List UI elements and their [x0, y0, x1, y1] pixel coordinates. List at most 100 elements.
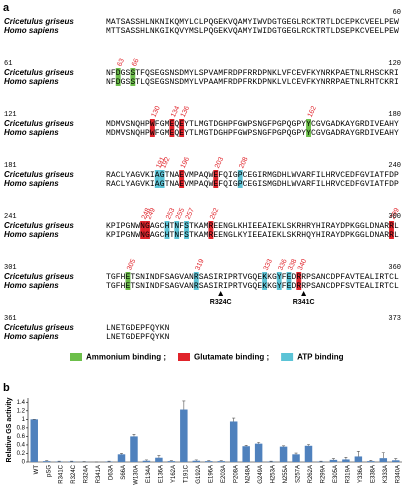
site-highlight — [179, 170, 185, 188]
site-highlight — [208, 221, 214, 239]
site-label: 134 — [170, 105, 181, 119]
x-tick-label: E203A — [221, 465, 227, 483]
x-tick-label: E196A — [208, 465, 214, 483]
species-name: Homo sapiens — [4, 128, 59, 137]
y-tick-label: 0.8 — [17, 425, 26, 431]
x-tick-label: D63A — [109, 465, 115, 480]
site-label: 248 — [141, 207, 152, 221]
sequence: KPIPGNWNGAGCHTNFSTKAMREENGLKYIEEAIEKLSKR… — [106, 231, 399, 240]
error-bar — [381, 452, 385, 459]
error-bar — [307, 444, 310, 446]
site-highlight — [286, 272, 292, 290]
site-highlight — [154, 170, 160, 188]
error-bar — [356, 451, 360, 457]
sequence: MDMVSNQHPWFGMEQEYTLMGTDGHPFGWPSNGFPGPQGP… — [106, 129, 399, 138]
bar — [392, 460, 400, 462]
site-highlight — [140, 221, 146, 239]
x-tick-label: Y162A — [171, 465, 177, 483]
error-bar — [294, 452, 298, 455]
site-label: 340 — [297, 258, 308, 272]
error-bar — [144, 459, 148, 461]
site-label: 203 — [214, 156, 225, 170]
species-name: Cricetulus griseus — [4, 119, 74, 128]
error-bar — [120, 453, 123, 455]
site-highlight — [389, 221, 394, 239]
bar — [192, 460, 201, 462]
species-name: Cricetulus griseus — [4, 221, 74, 230]
legend-label: Glutamate binding ; — [194, 353, 269, 362]
species-name: Cricetulus griseus — [4, 68, 74, 77]
block-end: 373 — [388, 315, 401, 323]
bar — [254, 443, 263, 462]
bar — [329, 459, 338, 462]
error-bar — [194, 459, 198, 461]
y-tick-label: 0.6 — [17, 434, 26, 440]
x-tick-label: T191C — [183, 464, 189, 483]
species-name: Cricetulus griseus — [4, 170, 74, 179]
site-label: 262 — [209, 207, 220, 221]
site-highlight — [145, 221, 150, 239]
block-end: 300 — [388, 213, 401, 221]
x-tick-label: E134A — [146, 465, 152, 483]
y-tick-label: 0.2 — [17, 451, 26, 457]
x-tick-label: P208A — [233, 465, 239, 483]
site-highlight — [213, 170, 219, 188]
site-label: 333 — [263, 258, 274, 272]
bar — [304, 445, 313, 462]
x-tick-label: K333A — [383, 465, 389, 483]
x-tick-label: pSG — [46, 465, 52, 477]
legend-swatch — [178, 353, 190, 361]
error-bar — [232, 417, 236, 422]
bar — [205, 461, 213, 462]
species-name: Cricetulus griseus — [4, 17, 74, 26]
sequence: LNETGDEPFQYKN — [106, 333, 170, 342]
panel-label: a — [3, 2, 10, 14]
mutation-label: R324C — [210, 299, 232, 306]
site-highlight — [296, 272, 302, 290]
x-tick-label: WT — [34, 465, 40, 475]
x-tick-label: R299A — [321, 465, 327, 483]
y-tick-label: 1.4 — [17, 400, 26, 406]
site-label: 319 — [194, 258, 205, 272]
error-bar — [282, 445, 286, 447]
species-name: Homo sapiens — [4, 281, 59, 290]
bar — [117, 454, 126, 462]
sequence: KPIPGNWNGAGCHTNFSTKAMREENGLKHIEEAIEKLSKR… — [106, 222, 399, 231]
site-label: 63 — [116, 58, 126, 68]
species-name: Homo sapiens — [4, 26, 59, 35]
sequence: TGFHETSNINDFSAGVANRSASIRIPRTVGQEKKGYFEDR… — [106, 273, 399, 282]
site-label: 162 — [307, 105, 318, 119]
mutation-label: R341C — [293, 299, 315, 306]
site-highlight — [276, 272, 282, 290]
bar — [217, 461, 225, 462]
x-tick-label: R341A — [96, 465, 102, 483]
sequence: RACLYAGVKIAGTNAEVMPAQWEFQIGPCEGISMGDHLWV… — [106, 180, 399, 189]
site-label: 336 — [277, 258, 288, 272]
site-highlight — [169, 119, 175, 137]
bar — [342, 459, 350, 462]
site-label: 299 — [390, 207, 401, 221]
site-highlight — [306, 119, 311, 137]
x-tick-label: R324A — [84, 465, 90, 483]
mutation-arrow — [301, 291, 307, 296]
site-label: 257 — [185, 207, 196, 221]
y-tick-label: 1 — [22, 417, 26, 423]
site-highlight — [149, 119, 155, 137]
error-bar — [369, 459, 373, 462]
x-tick-label: H253A — [271, 465, 277, 483]
bar — [379, 458, 388, 462]
block-end: 360 — [388, 264, 401, 272]
sequence: NFDGSSTLQSEGSNSDMYLVPAAMFRDPFRKDPNKLVLCE… — [106, 78, 399, 87]
error-bar — [344, 457, 348, 460]
bar — [354, 456, 363, 462]
species-name: Homo sapiens — [4, 332, 59, 341]
x-tick-label: W130A — [134, 465, 140, 485]
x-tick-label: R340A — [395, 465, 401, 483]
y-axis-label: Relative GS activity — [6, 397, 13, 462]
y-tick-label: 0.4 — [17, 443, 26, 449]
site-label: 191 — [155, 156, 166, 170]
x-tick-label: R341C — [59, 464, 65, 483]
site-highlight — [125, 272, 131, 290]
species-name: Cricetulus griseus — [4, 323, 74, 332]
